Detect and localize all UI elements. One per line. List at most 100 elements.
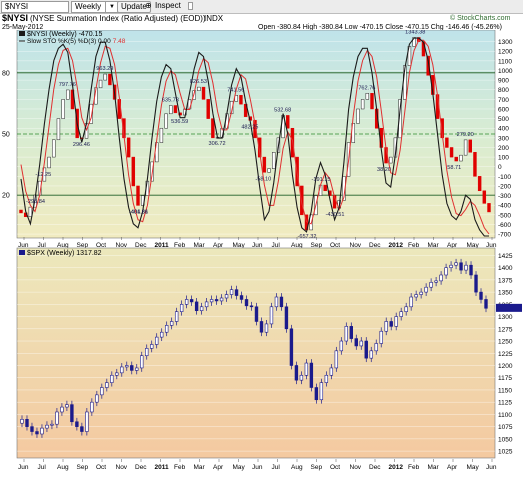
spx-candle xyxy=(40,427,44,435)
spx-candle xyxy=(369,350,373,359)
nysi-candle xyxy=(98,79,103,89)
spx-legend-swatch xyxy=(19,250,25,255)
spx-x-tick-label: Sep xyxy=(77,464,89,471)
spx-x-tick-label: Mar xyxy=(194,464,206,471)
spx-candle xyxy=(25,419,29,427)
spx-right-tick-label: 1150 xyxy=(498,387,512,394)
symbol-input[interactable]: $NYSI xyxy=(1,1,69,13)
spx-candle xyxy=(50,423,54,426)
spx-candle xyxy=(279,296,284,308)
inspect-icon: ⊕ xyxy=(145,1,152,10)
nysi-x-axis: Jun Jul Aug Sep Oct Nov Dec 2011 Feb Mar Apr May Jun… xyxy=(18,237,497,249)
nysi-candle xyxy=(262,156,267,173)
spx-candle xyxy=(125,365,129,368)
spx-candle xyxy=(155,336,159,345)
nysi-x-tick-label: Oct xyxy=(96,242,106,249)
spx-candle xyxy=(209,299,214,303)
spx-x-tick-label: Jul xyxy=(38,464,47,471)
nysi-right-tick-label: -400 xyxy=(498,203,511,210)
nysi-x-tick-label: Jun xyxy=(252,242,263,249)
ohlc-readout: Open -380.84 High -380.84 Low -470.15 Cl… xyxy=(258,24,502,31)
spx-x-tick-label: 2011 xyxy=(155,464,169,471)
nysi-annotation: 482.25 xyxy=(241,124,258,130)
brand-logo: © StockCharts.com xyxy=(450,15,511,22)
spx-candle xyxy=(100,387,104,396)
spx-x-tick-label: Nov xyxy=(350,464,362,471)
spx-candle xyxy=(189,299,194,303)
nysi-candle xyxy=(459,154,463,162)
spx-candle xyxy=(184,299,189,305)
nysi-candle xyxy=(66,89,70,100)
spx-candle xyxy=(135,367,139,371)
nysi-right-tick-label: 1200 xyxy=(498,49,513,56)
nysi-candle xyxy=(173,105,178,114)
spx-candle xyxy=(90,401,94,413)
spx-candle xyxy=(289,328,294,366)
spx-candle xyxy=(419,291,423,295)
spx-gridlines xyxy=(17,255,495,452)
spx-x-tick-label: Aug xyxy=(291,464,303,471)
period-select[interactable]: Weekly xyxy=(71,1,109,13)
spx-candle xyxy=(349,326,353,339)
nysi-x-tick-label: Aug xyxy=(291,242,303,249)
spx-x-tick-label: Dec xyxy=(135,464,147,471)
nysi-candle xyxy=(360,99,365,110)
nysi-right-tick-label: 500 xyxy=(498,116,509,123)
spx-candle xyxy=(254,306,259,322)
spx-candle xyxy=(374,343,378,352)
update-button[interactable]: Update xyxy=(117,1,151,13)
spx-candle xyxy=(454,262,458,266)
spx-candle xyxy=(399,311,403,317)
spx-candle xyxy=(344,326,348,342)
spx-candle xyxy=(70,404,74,423)
spx-candle xyxy=(379,330,383,344)
nysi-candle xyxy=(365,93,370,100)
nysi-annotation: 797.76 xyxy=(59,82,76,88)
spx-candle xyxy=(115,372,119,376)
spx-x-tick-label: Feb xyxy=(408,464,420,471)
chart-area: -404.81 -295.84 -12.25 797.76 296.46 963.29 -4… xyxy=(2,30,522,471)
nysi-annotation: -401.66 xyxy=(129,209,148,215)
nysi-x-tick-label: May xyxy=(233,242,246,249)
spx-x-tick-label: Sep xyxy=(311,464,323,471)
spx-candle xyxy=(85,411,89,432)
nysi-right-tick-label: -500 xyxy=(498,212,511,219)
spx-candle xyxy=(229,289,234,295)
sto-legend-label: Slow STO %K(5) %D(3) 0.00 7.48 xyxy=(27,38,126,45)
spx-right-tick-label: 1025 xyxy=(498,449,513,456)
spx-candle xyxy=(444,267,448,276)
spx-candle xyxy=(304,362,309,376)
chart-symbol: $NYSI xyxy=(2,13,29,23)
spx-candle xyxy=(150,344,154,349)
spx-x-tick-label: Jun xyxy=(486,464,497,471)
nysi-x-tick-label: Jun xyxy=(18,242,29,249)
nysi-candle xyxy=(267,168,271,173)
spx-candle xyxy=(319,382,324,401)
spx-candle xyxy=(424,286,428,293)
spx-x-tick-label: Aug xyxy=(57,464,69,471)
nysi-candle xyxy=(482,190,487,204)
spx-legend: $SPX (Weekly) 1317.82 xyxy=(19,250,102,257)
spx-candle xyxy=(484,299,488,309)
nysi-annotation: 741.56 xyxy=(227,87,244,93)
nysi-candle xyxy=(468,139,472,153)
nysi-candle xyxy=(211,118,215,139)
nysi-right-tick-label: 1100 xyxy=(498,58,512,65)
nysi-legend: $NYSI (Weekly) -470.15 Slow STO %K(5) %D… xyxy=(19,31,126,45)
nysi-x-tick-label: Feb xyxy=(408,242,420,249)
nysi-annotation: -295.84 xyxy=(26,199,45,205)
spx-candle xyxy=(65,404,69,408)
nysi-candle xyxy=(108,73,112,86)
nysi-candle xyxy=(487,203,491,213)
spx-right-tick-label: 1200 xyxy=(498,363,513,370)
spx-x-tick-label: Apr xyxy=(447,464,458,471)
spx-right-tick-label: 1275 xyxy=(498,326,513,333)
inspect-checkbox[interactable] xyxy=(188,2,193,10)
nysi-annotation: 1343.38 xyxy=(405,30,425,35)
spx-x-tick-label: Apr xyxy=(213,464,224,471)
spx-candle xyxy=(130,365,134,371)
nysi-x-tick-label: Jul xyxy=(38,242,47,249)
toolbar: $NYSI Weekly ▼ Update ⊕ Inspect xyxy=(0,0,523,14)
spx-candle xyxy=(179,304,184,312)
nysi-x-tick-label: 2011 xyxy=(155,242,169,249)
